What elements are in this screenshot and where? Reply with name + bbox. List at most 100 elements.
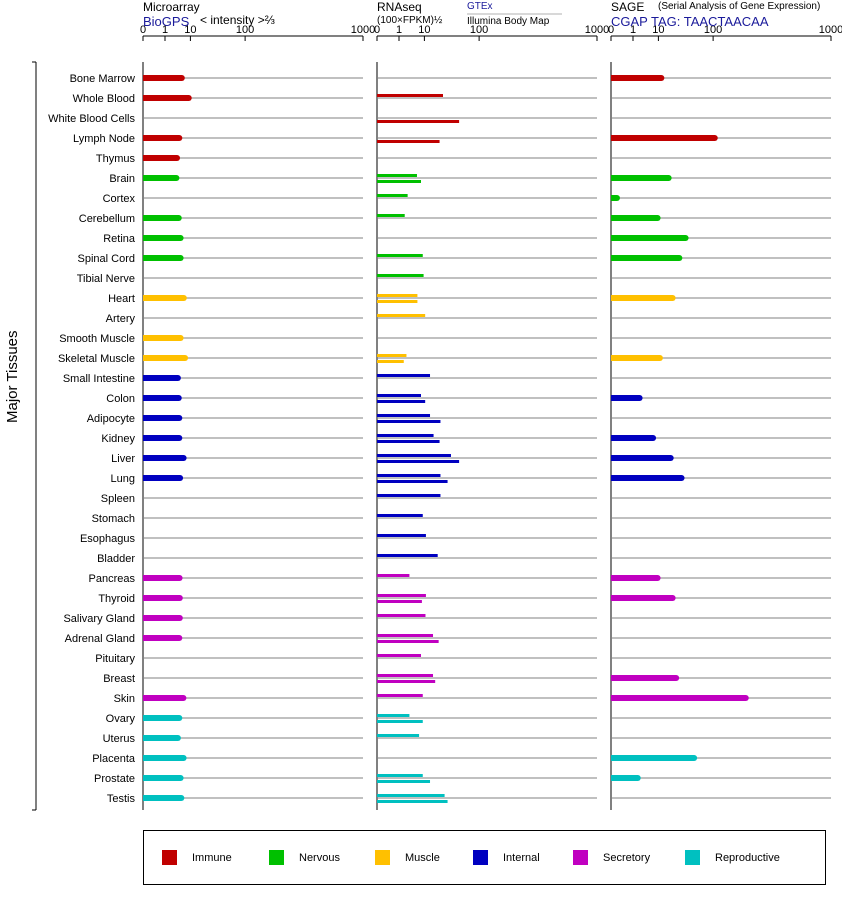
microarray-bar	[143, 635, 180, 641]
x-tick-label: 10	[418, 24, 430, 36]
microarray-bar	[143, 295, 184, 301]
sage-bar-cap	[676, 255, 683, 261]
rnaseq-gtex-bar	[377, 494, 441, 497]
microarray-bar-cap	[180, 295, 187, 301]
sage-bar-cap	[682, 235, 689, 241]
microarray-source-link[interactable]: BioGPS	[143, 14, 190, 29]
rnaseq-gtex-bar	[377, 194, 408, 197]
sage-bar	[611, 775, 638, 781]
sage-bar	[611, 295, 673, 301]
tissue-label: Skin	[114, 693, 135, 705]
tissue-label: Ovary	[106, 713, 136, 725]
microarray-bar	[143, 755, 184, 761]
rnaseq-illumina-bar	[377, 300, 418, 303]
rnaseq-gtex-legend[interactable]: GTEx	[467, 1, 493, 12]
microarray-bar-cap	[185, 95, 192, 101]
tissue-label: Bone Marrow	[70, 73, 135, 85]
x-tick-label: 0	[374, 24, 380, 36]
rnaseq-gtex-bar	[377, 774, 423, 777]
rnaseq-illumina-bar	[377, 400, 426, 403]
microarray-bar	[143, 155, 178, 161]
legend-item-secretory: Secretory	[573, 850, 650, 865]
sage-bar-cap	[656, 355, 663, 361]
microarray-bar	[143, 95, 189, 101]
sage-bar-cap	[667, 455, 674, 461]
sage-title: SAGE	[611, 0, 645, 14]
x-tick-label: 10	[652, 24, 664, 36]
microarray-bar	[143, 235, 181, 241]
legend-swatch	[162, 850, 177, 865]
tissue-label: Brain	[109, 173, 135, 185]
legend-item-muscle: Muscle	[375, 850, 440, 865]
rnaseq-gtex-bar	[377, 654, 421, 657]
rnaseq-gtex-bar	[377, 794, 445, 797]
microarray-bar	[143, 415, 180, 421]
rnaseq-gtex-bar	[377, 274, 424, 277]
x-tick-label: 1	[396, 24, 402, 36]
sage-bar	[611, 455, 671, 461]
microarray-bar-cap	[174, 375, 181, 381]
tissue-label: Testis	[107, 793, 136, 805]
legend-label: Secretory	[603, 851, 651, 864]
tissue-label: Heart	[108, 293, 135, 305]
rnaseq-gtex-bar	[377, 674, 434, 677]
microarray-bar	[143, 695, 184, 701]
x-tick-label: 0	[608, 24, 614, 36]
microarray-bar	[143, 455, 184, 461]
microarray-bar	[143, 735, 178, 741]
sage-bar-cap	[691, 755, 698, 761]
microarray-bar-cap	[175, 395, 182, 401]
rnaseq-gtex-bar	[377, 314, 426, 317]
rnaseq-gtex-bar	[377, 574, 410, 577]
sage-bar	[611, 435, 654, 441]
rnaseq-illumina-bar	[377, 140, 440, 143]
rnaseq-illumina-bar	[377, 440, 440, 443]
microarray-bar	[143, 435, 180, 441]
tissue-label: Spinal Cord	[78, 253, 135, 265]
tissue-label: Pancreas	[89, 573, 136, 585]
rnaseq-illumina-bar	[377, 720, 423, 723]
microarray-bar-cap	[176, 715, 183, 721]
sage-bar-cap	[636, 395, 643, 401]
sage-bar-cap	[658, 75, 665, 81]
tissue-label: Esophagus	[80, 533, 136, 545]
rnaseq-gtex-bar	[377, 614, 426, 617]
sage-bar	[611, 75, 662, 81]
microarray-bar-cap	[178, 795, 185, 801]
x-tick-label: 1000	[819, 24, 842, 36]
rnaseq-gtex-bar	[377, 734, 420, 737]
tissue-label: Skeletal Muscle	[58, 353, 135, 365]
microarray-bar	[143, 775, 181, 781]
rnaseq-gtex-bar	[377, 394, 421, 397]
tissue-label: Lymph Node	[73, 133, 135, 145]
tissue-label: Cortex	[103, 193, 136, 205]
tissue-label: Adrenal Gland	[65, 633, 135, 645]
tissue-label: Prostate	[94, 773, 135, 785]
sage-bar	[611, 235, 686, 241]
tissue-label: Colon	[106, 393, 135, 405]
microarray-bar-cap	[177, 335, 184, 341]
sage-bar-cap	[634, 775, 641, 781]
tissue-label: Uterus	[103, 733, 136, 745]
tissue-label: Lung	[111, 473, 135, 485]
rnaseq-unit: (100×FPKM)½	[377, 15, 443, 26]
sage-bar-cap	[669, 595, 676, 601]
rnaseq-gtex-bar	[377, 374, 431, 377]
sage-tag-link[interactable]: CGAP TAG: TAACTAACAA	[611, 14, 769, 29]
x-tick-label: 100	[470, 24, 488, 36]
legend-item-nervous: Nervous	[269, 850, 340, 865]
sage-bar	[611, 135, 715, 141]
microarray-title: Microarray	[143, 0, 200, 14]
sage-bar	[611, 675, 677, 681]
rnaseq-gtex-bar	[377, 634, 434, 637]
microarray-bar	[143, 375, 178, 381]
sage-bar	[611, 695, 746, 701]
sage-bar-cap	[654, 215, 661, 221]
rnaseq-gtex-bar	[377, 514, 423, 517]
microarray-bar-cap	[176, 135, 183, 141]
microarray-bar-cap	[175, 215, 182, 221]
x-tick-label: 100	[704, 24, 722, 36]
legend-label: Muscle	[405, 851, 440, 864]
sage-bar	[611, 595, 673, 601]
legend-label: Reproductive	[715, 851, 780, 864]
